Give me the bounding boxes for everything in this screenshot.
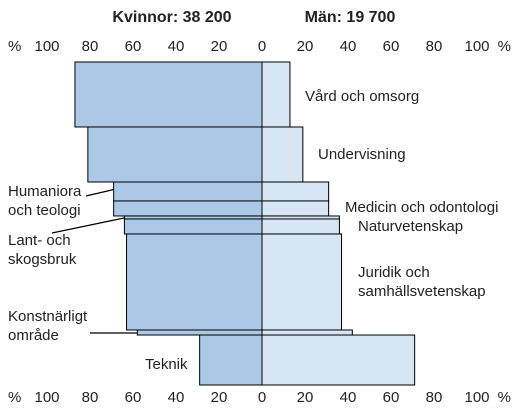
- category-label: Konstnärligt område: [8, 308, 88, 344]
- category-label: Naturvetenskap: [358, 218, 463, 235]
- category-label: Teknik: [145, 356, 188, 373]
- men-title: Män: 19 700: [305, 9, 396, 26]
- x-tick-label: 80: [82, 38, 99, 55]
- women-bar: [113, 200, 263, 217]
- x-tick-label: 60: [125, 389, 142, 406]
- x-tick-label: 20: [211, 38, 228, 55]
- women-bar: [136, 329, 263, 336]
- x-tick-label: 20: [297, 38, 314, 55]
- x-tick-label: 40: [168, 38, 185, 55]
- men-bar: [261, 61, 291, 128]
- category-label: Humaniora och teologi: [8, 183, 82, 219]
- x-tick-label: 40: [340, 38, 357, 55]
- category-label: Vård och omsorg: [305, 88, 419, 105]
- category-label: Medicin och odontologi: [345, 199, 498, 216]
- x-tick-label: 80: [426, 38, 443, 55]
- women-bar: [126, 233, 263, 331]
- unit-label: %: [8, 38, 21, 55]
- unit-label: %: [8, 389, 21, 406]
- category-label: Undervisning: [318, 146, 406, 163]
- x-tick-label: 40: [340, 389, 357, 406]
- x-tick-label: 60: [383, 389, 400, 406]
- women-bar: [199, 334, 263, 386]
- x-tick-label: 100: [34, 389, 59, 406]
- men-bar: [261, 233, 343, 331]
- men-bar: [261, 329, 353, 336]
- x-tick-label: 20: [297, 389, 314, 406]
- x-tick-label: 60: [383, 38, 400, 55]
- men-bar: [261, 200, 330, 217]
- women-bar: [113, 181, 263, 202]
- x-tick-label: 20: [211, 389, 228, 406]
- women-bar: [87, 126, 263, 183]
- x-tick-label: 100: [464, 389, 489, 406]
- leader-line: [85, 188, 117, 197]
- x-tick-label: 0: [258, 389, 266, 406]
- x-tick-label: 80: [82, 389, 99, 406]
- men-bar: [261, 334, 416, 386]
- unit-label: %: [498, 38, 511, 55]
- x-tick-label: 100: [34, 38, 59, 55]
- men-bar: [261, 218, 340, 235]
- unit-label: %: [498, 389, 511, 406]
- women-title: Kvinnor: 38 200: [112, 9, 231, 26]
- category-label: Juridik och samhällsvetenskap: [358, 264, 486, 300]
- women-bar: [74, 61, 263, 128]
- x-tick-label: 80: [426, 389, 443, 406]
- women-bar: [123, 218, 263, 235]
- leader-line: [51, 217, 125, 234]
- men-bar: [261, 181, 330, 202]
- category-label: Lant- och skogsbruk: [8, 232, 77, 268]
- x-tick-label: 100: [464, 38, 489, 55]
- x-tick-label: 40: [168, 389, 185, 406]
- x-tick-label: 60: [125, 38, 142, 55]
- men-bar: [261, 126, 304, 183]
- x-tick-label: 0: [258, 38, 266, 55]
